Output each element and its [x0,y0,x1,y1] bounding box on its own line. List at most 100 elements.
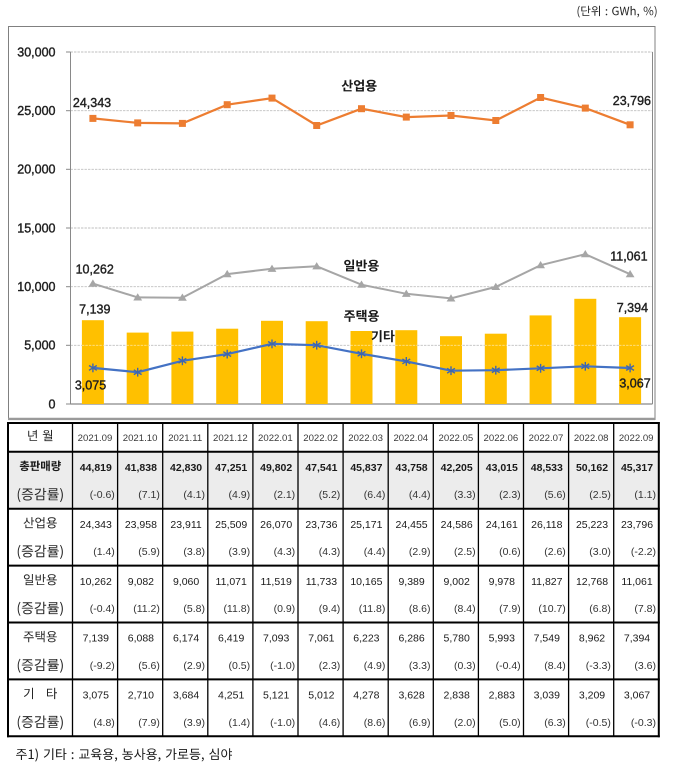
svg-text:2021.09: 2021.09 [78,433,113,444]
svg-text:(0.9): (0.9) [274,603,296,615]
svg-text:(3.9): (3.9) [183,717,205,729]
svg-text:(3.3): (3.3) [409,660,431,672]
svg-text:9,002: 9,002 [444,576,470,588]
svg-text:(0.3): (0.3) [454,660,476,672]
svg-text:11,061: 11,061 [610,249,647,263]
svg-text:7,549: 7,549 [534,633,560,645]
svg-text:(8.6): (8.6) [409,603,431,615]
svg-text:24,343: 24,343 [80,519,112,531]
svg-text:4,251: 4,251 [218,690,244,702]
svg-text:47,541: 47,541 [305,462,337,474]
svg-text:6,088: 6,088 [128,633,154,645]
svg-text:(5.6): (5.6) [138,660,160,672]
svg-text:20,000: 20,000 [17,163,55,177]
svg-text:9,389: 9,389 [398,576,424,588]
svg-text:12,768: 12,768 [576,576,608,588]
svg-text:24,455: 24,455 [396,519,428,531]
svg-text:2021.11: 2021.11 [168,433,202,444]
svg-text:25,509: 25,509 [215,519,247,531]
svg-text:48,533: 48,533 [531,462,563,474]
svg-text:11,061: 11,061 [621,576,652,588]
svg-text:2022.03: 2022.03 [348,433,383,444]
svg-text:42,830: 42,830 [170,462,202,474]
svg-text:(2.0): (2.0) [454,717,476,729]
svg-text:(4.4): (4.4) [364,546,386,558]
svg-text:25,000: 25,000 [17,104,55,118]
svg-text:7,139: 7,139 [79,303,110,317]
svg-text:2022.08: 2022.08 [574,433,609,444]
svg-text:(4.4): (4.4) [409,489,431,501]
svg-text:2022.01: 2022.01 [258,433,293,444]
svg-text:25,171: 25,171 [350,519,382,531]
svg-text:5,000: 5,000 [24,339,55,353]
svg-text:2022.06: 2022.06 [484,433,519,444]
svg-text:3,209: 3,209 [579,690,605,702]
svg-text:(4.1): (4.1) [183,489,205,501]
svg-text:(3.9): (3.9) [229,546,251,558]
svg-text:(-2.2): (-2.2) [631,546,656,558]
svg-text:(2.9): (2.9) [183,660,205,672]
svg-text:0: 0 [49,397,56,411]
svg-text:(10.7): (10.7) [538,603,565,615]
svg-text:(6.3): (6.3) [544,717,566,729]
svg-text:(4.6): (4.6) [319,717,341,729]
svg-text:3,075: 3,075 [75,379,106,393]
svg-text:10,262: 10,262 [80,576,112,588]
svg-text:45,317: 45,317 [621,462,653,474]
svg-text:24,586: 24,586 [441,519,473,531]
svg-text:(9.4): (9.4) [319,603,341,615]
svg-text:(6.8): (6.8) [589,603,611,615]
svg-text:(2.5): (2.5) [589,489,611,501]
svg-text:7,093: 7,093 [263,633,289,645]
svg-text:(4.9): (4.9) [364,660,386,672]
svg-text:(8.6): (8.6) [364,717,386,729]
svg-text:(6.4): (6.4) [364,489,386,501]
svg-text:30,000: 30,000 [17,45,55,59]
svg-text:(3.8): (3.8) [183,546,205,558]
svg-text:2022.07: 2022.07 [529,433,564,444]
svg-text:(3.6): (3.6) [634,660,656,672]
svg-text:2022.09: 2022.09 [619,433,654,444]
svg-text:9,978: 9,978 [489,576,515,588]
svg-text:3,684: 3,684 [173,690,199,702]
svg-text:(-0.6): (-0.6) [90,489,115,501]
svg-text:7,139: 7,139 [83,633,109,645]
svg-text:(0.6): (0.6) [499,546,521,558]
svg-text:(1.4): (1.4) [93,546,115,558]
svg-text:(-1.0): (-1.0) [270,660,295,672]
svg-text:23,911: 23,911 [170,519,201,531]
svg-text:4,278: 4,278 [353,690,379,702]
svg-text:(6.9): (6.9) [409,717,431,729]
svg-text:8,962: 8,962 [579,633,605,645]
svg-text:(4.8): (4.8) [93,717,115,729]
svg-text:(-0.4): (-0.4) [90,603,115,615]
svg-text:10,262: 10,262 [76,262,114,276]
svg-text:(-0.4): (-0.4) [496,660,521,672]
svg-text:3,067: 3,067 [619,377,650,391]
svg-text:2021.10: 2021.10 [123,433,158,444]
svg-text:44,819: 44,819 [80,462,112,474]
svg-text:23,796: 23,796 [621,519,653,531]
svg-text:(5.8): (5.8) [183,603,205,615]
svg-text:(2.3): (2.3) [499,489,521,501]
svg-text:2,883: 2,883 [489,690,515,702]
svg-text:(-1.0): (-1.0) [270,717,295,729]
svg-text:42,205: 42,205 [441,462,473,474]
svg-text:9,082: 9,082 [128,576,154,588]
svg-text:(2.6): (2.6) [544,546,566,558]
svg-text:6,174: 6,174 [173,633,199,645]
svg-text:26,118: 26,118 [531,519,562,531]
svg-text:47,251: 47,251 [215,462,247,474]
svg-text:(5.0): (5.0) [499,717,521,729]
svg-text:(3.3): (3.3) [454,489,476,501]
svg-text:(1.1): (1.1) [634,489,656,501]
svg-text:(8.4): (8.4) [454,603,476,615]
svg-text:2022.04: 2022.04 [393,433,428,444]
svg-text:(7.1): (7.1) [138,489,160,501]
svg-text:(-0.5): (-0.5) [586,717,611,729]
svg-text:3,628: 3,628 [398,690,424,702]
svg-text:10,000: 10,000 [17,280,55,294]
svg-text:(2.5): (2.5) [454,546,476,558]
svg-text:23,736: 23,736 [305,519,337,531]
svg-text:6,286: 6,286 [398,633,424,645]
